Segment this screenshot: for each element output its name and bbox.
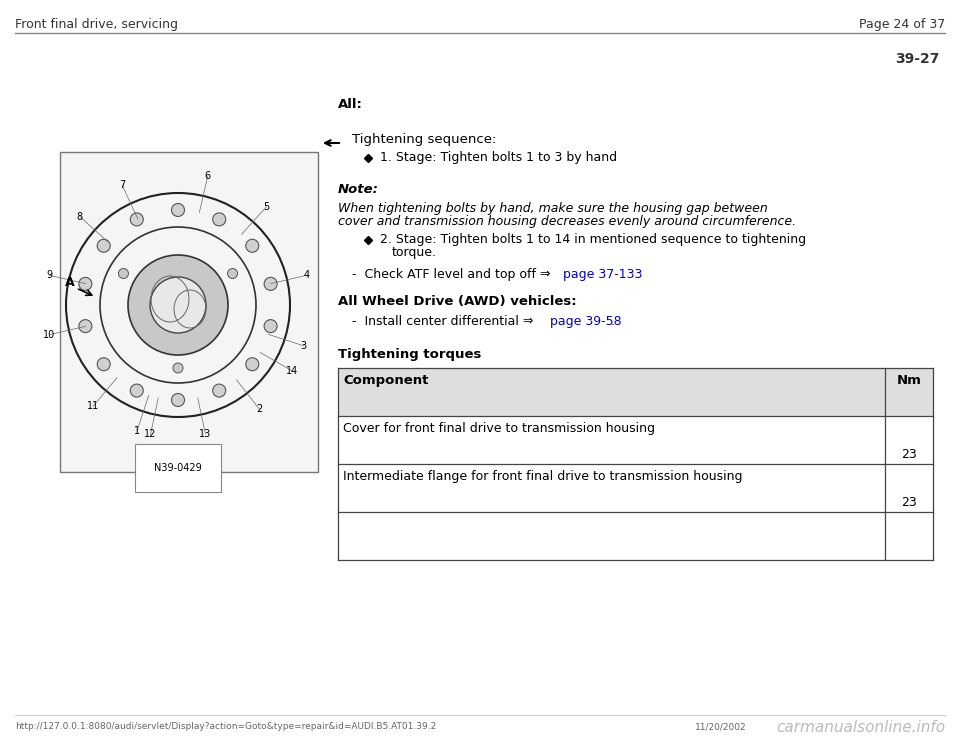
Text: -  Check ATF level and top off ⇒: - Check ATF level and top off ⇒ bbox=[352, 268, 555, 281]
Text: 7: 7 bbox=[119, 180, 126, 191]
Text: 11/20/2002: 11/20/2002 bbox=[695, 722, 747, 731]
Text: 39-27: 39-27 bbox=[896, 52, 940, 66]
Text: 11: 11 bbox=[87, 401, 99, 411]
Circle shape bbox=[131, 213, 143, 226]
Text: .: . bbox=[607, 315, 615, 328]
Text: A: A bbox=[65, 277, 75, 289]
Circle shape bbox=[172, 393, 184, 407]
Text: All Wheel Drive (AWD) vehicles:: All Wheel Drive (AWD) vehicles: bbox=[338, 295, 577, 308]
Circle shape bbox=[213, 213, 226, 226]
Bar bbox=[338, 368, 933, 416]
Text: N39-0429: N39-0429 bbox=[155, 463, 202, 473]
Text: page 37-133: page 37-133 bbox=[563, 268, 642, 281]
Text: 2: 2 bbox=[256, 404, 262, 414]
Text: 10: 10 bbox=[43, 329, 56, 340]
Text: Front final drive, servicing: Front final drive, servicing bbox=[15, 18, 178, 31]
Text: http://127.0.0.1:8080/audi/servlet/Display?action=Goto&type=repair&id=AUDI.B5.AT: http://127.0.0.1:8080/audi/servlet/Displ… bbox=[15, 722, 436, 731]
Text: 9: 9 bbox=[46, 270, 53, 280]
Circle shape bbox=[264, 278, 277, 290]
Text: Component: Component bbox=[343, 374, 428, 387]
Text: All:: All: bbox=[338, 98, 363, 111]
Text: carmanualsonline.info: carmanualsonline.info bbox=[776, 720, 945, 735]
Text: 8: 8 bbox=[77, 211, 83, 222]
Text: Tightening torques: Tightening torques bbox=[338, 348, 481, 361]
Text: 14: 14 bbox=[286, 366, 299, 376]
Circle shape bbox=[173, 363, 183, 373]
Circle shape bbox=[172, 203, 184, 217]
Text: When tightening bolts by hand, make sure the housing gap between: When tightening bolts by hand, make sure… bbox=[338, 202, 768, 215]
Circle shape bbox=[264, 320, 277, 332]
Circle shape bbox=[79, 320, 92, 332]
Circle shape bbox=[150, 277, 206, 333]
Text: 3: 3 bbox=[300, 341, 306, 351]
Text: cover and transmission housing decreases evenly around circumference.: cover and transmission housing decreases… bbox=[338, 215, 796, 228]
Text: 1. Stage: Tighten bolts 1 to 3 by hand: 1. Stage: Tighten bolts 1 to 3 by hand bbox=[380, 151, 617, 164]
Text: Intermediate flange for front final drive to transmission housing: Intermediate flange for front final driv… bbox=[343, 470, 742, 483]
Text: 6: 6 bbox=[204, 171, 211, 181]
Text: Note:: Note: bbox=[338, 183, 379, 196]
Circle shape bbox=[213, 384, 226, 397]
Text: -  Install center differential ⇒: - Install center differential ⇒ bbox=[352, 315, 538, 328]
Text: Nm: Nm bbox=[897, 374, 922, 387]
Text: 5: 5 bbox=[263, 202, 270, 212]
Text: 2. Stage: Tighten bolts 1 to 14 in mentioned sequence to tightening: 2. Stage: Tighten bolts 1 to 14 in menti… bbox=[380, 233, 806, 246]
Text: Page 24 of 37: Page 24 of 37 bbox=[859, 18, 945, 31]
Text: Tightening sequence:: Tightening sequence: bbox=[352, 133, 496, 146]
Text: 1: 1 bbox=[134, 426, 140, 436]
Text: Cover for front final drive to transmission housing: Cover for front final drive to transmiss… bbox=[343, 422, 655, 435]
Text: .: . bbox=[632, 268, 640, 281]
Bar bbox=[60, 152, 318, 472]
Text: page 39-58: page 39-58 bbox=[550, 315, 622, 328]
Circle shape bbox=[128, 255, 228, 355]
Text: 13: 13 bbox=[200, 429, 211, 439]
Text: torque.: torque. bbox=[392, 246, 437, 259]
Circle shape bbox=[79, 278, 92, 290]
Circle shape bbox=[118, 269, 129, 278]
Text: 23: 23 bbox=[901, 496, 917, 509]
Circle shape bbox=[97, 239, 110, 252]
Text: 4: 4 bbox=[303, 270, 310, 280]
Circle shape bbox=[246, 239, 259, 252]
Circle shape bbox=[97, 358, 110, 371]
Text: 12: 12 bbox=[144, 429, 156, 439]
Circle shape bbox=[228, 269, 237, 278]
Circle shape bbox=[131, 384, 143, 397]
Text: 23: 23 bbox=[901, 448, 917, 461]
Circle shape bbox=[246, 358, 259, 371]
